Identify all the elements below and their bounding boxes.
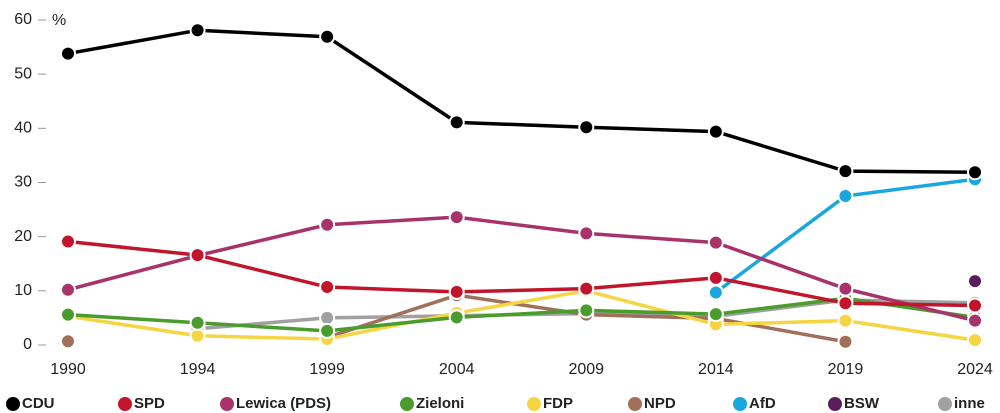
data-point	[837, 312, 854, 329]
legend-label: Zieloni	[416, 395, 464, 412]
data-point	[967, 297, 983, 314]
legend-label: NPD	[644, 395, 676, 412]
data-point	[189, 327, 206, 344]
data-point	[837, 188, 854, 205]
y-tick-label: 50	[14, 65, 32, 82]
x-tick-label: 1999	[309, 361, 345, 378]
data-point	[578, 225, 595, 242]
legend-marker	[828, 397, 842, 411]
legend-marker	[118, 397, 132, 411]
data-point	[707, 284, 724, 301]
data-point	[967, 164, 983, 181]
data-point	[967, 312, 983, 329]
data-point	[189, 314, 206, 331]
legend-marker	[400, 397, 414, 411]
legend-marker	[527, 397, 541, 411]
x-tick-label: 1994	[180, 361, 216, 378]
series-line	[67, 296, 976, 333]
data-point	[448, 283, 465, 300]
data-point	[189, 247, 206, 264]
data-point	[837, 333, 854, 350]
series-line	[67, 28, 976, 174]
data-point	[319, 28, 336, 45]
data-point	[60, 45, 76, 62]
x-tick-label: 2024	[957, 361, 993, 378]
legend-label: CDU	[22, 395, 55, 412]
x-tick-label: 2009	[568, 361, 604, 378]
series-line	[67, 239, 976, 308]
data-point	[319, 279, 336, 296]
y-unit: %	[52, 12, 66, 29]
data-point	[319, 216, 336, 233]
data-point	[967, 273, 983, 290]
y-tick-label: 40	[14, 120, 32, 137]
legend-label: inne	[954, 395, 985, 412]
legend-marker	[628, 397, 642, 411]
data-point	[60, 306, 76, 323]
data-point	[448, 209, 465, 226]
legend-label: FDP	[543, 395, 573, 412]
legend-marker	[938, 397, 952, 411]
data-point	[319, 309, 336, 326]
data-point	[60, 281, 76, 298]
data-point	[60, 333, 76, 350]
data-point	[837, 163, 854, 180]
data-point	[707, 306, 724, 323]
legend-marker	[220, 397, 234, 411]
x-tick-label: 2004	[439, 361, 475, 378]
series-line	[67, 289, 976, 342]
data-point	[967, 332, 983, 349]
legend-label: AfD	[749, 395, 776, 412]
x-tick-label: 2014	[698, 361, 734, 378]
data-point	[707, 234, 724, 251]
data-point	[707, 123, 724, 140]
y-tick-label: 20	[14, 228, 32, 245]
legend-marker	[6, 397, 20, 411]
data-point	[837, 295, 854, 312]
y-tick-label: 10	[14, 282, 32, 299]
x-tick-label: 1990	[50, 361, 86, 378]
data-point	[578, 302, 595, 319]
data-point	[448, 114, 465, 131]
data-point	[60, 233, 76, 250]
y-tick-label: 30	[14, 174, 32, 191]
x-tick-label: 2019	[828, 361, 864, 378]
y-tick-label: 60	[14, 11, 32, 28]
series-line	[67, 215, 976, 323]
data-point	[578, 280, 595, 297]
data-point	[707, 269, 724, 286]
data-point	[189, 22, 206, 39]
data-point	[837, 280, 854, 297]
legend-marker	[733, 397, 747, 411]
y-tick-label: 0	[23, 336, 32, 353]
legend-label: BSW	[844, 395, 880, 412]
legend-label: Lewica (PDS)	[236, 395, 331, 412]
data-point	[578, 119, 595, 136]
data-point	[319, 322, 336, 339]
data-point	[448, 309, 465, 326]
legend-label: SPD	[134, 395, 165, 412]
